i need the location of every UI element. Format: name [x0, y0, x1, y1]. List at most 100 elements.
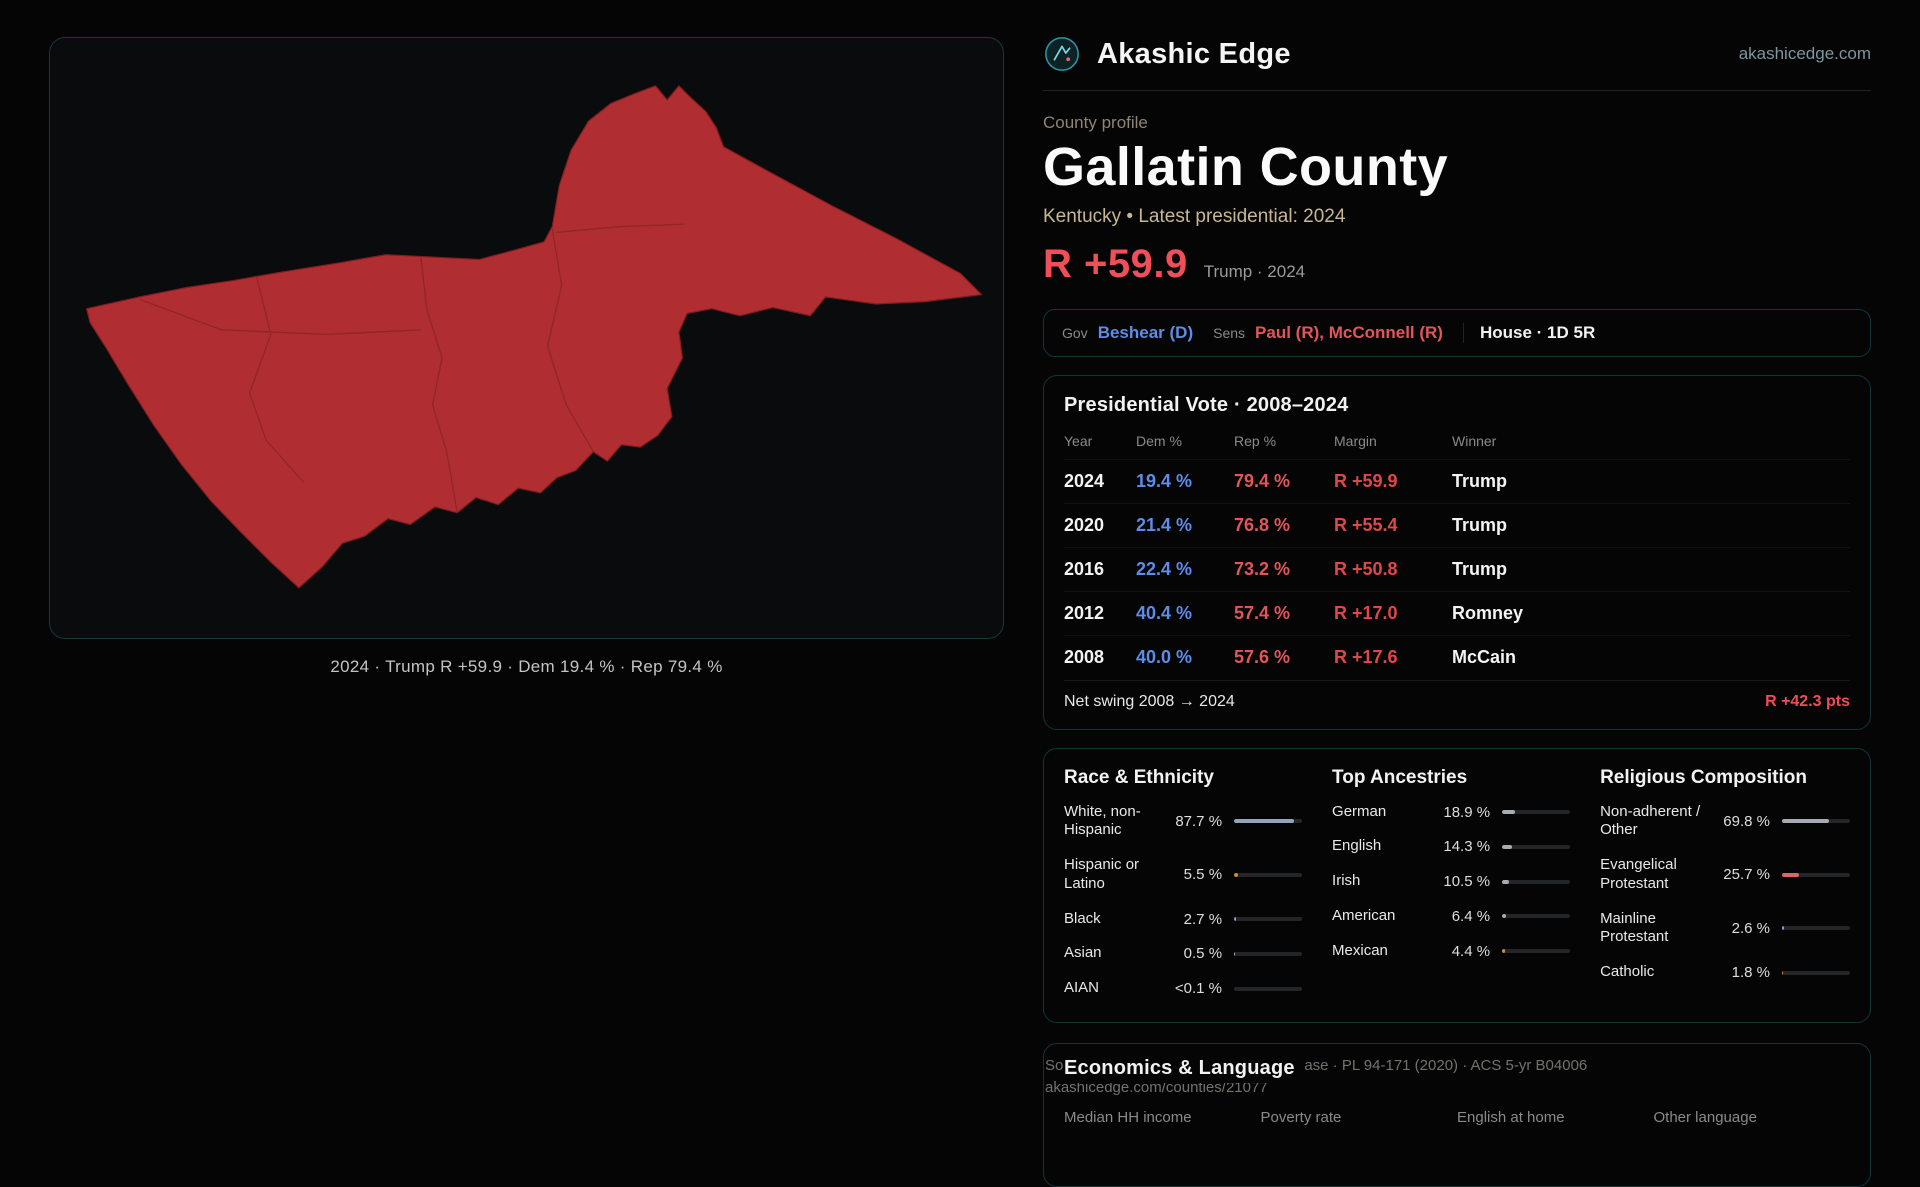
race-title: Race & Ethnicity	[1064, 766, 1214, 788]
brand-domain-link[interactable]: akashicedge.com	[1738, 44, 1871, 63]
stat-label: Mexican	[1332, 941, 1388, 959]
stat-row: Mexican 4.4 %	[1332, 934, 1571, 969]
margin: R +17.6	[1334, 646, 1398, 667]
net-swing-label: Net swing 2008 → 2024	[1064, 692, 1235, 710]
page-title: Gallatin County	[1043, 137, 1449, 197]
stat-bar	[1782, 970, 1850, 975]
stat-bar	[1782, 819, 1850, 824]
stat-value: 5.5 %	[1183, 866, 1223, 884]
stat-label: White, non-Hispanic	[1064, 802, 1141, 839]
col-year: Year	[1064, 432, 1093, 449]
stat-bar	[1234, 819, 1303, 824]
stat-value: 1.8 %	[1731, 964, 1770, 982]
header: Akashic Edge akashicedge.com	[1043, 30, 1871, 78]
gov-value: Beshear (D)	[1097, 322, 1194, 342]
margin: R +17.0	[1334, 602, 1398, 623]
year: 2024	[1064, 470, 1105, 491]
col-other-language: Other language	[1653, 1108, 1757, 1126]
brand-logo-icon	[1045, 37, 1079, 71]
sens-label: Sens	[1213, 324, 1246, 341]
stat-label: Non-adherent / Other	[1600, 802, 1701, 839]
col-poverty-rate: Poverty rate	[1260, 1108, 1342, 1126]
presidential-vote-card: Presidential Vote · 2008–2024 Year Dem %…	[1043, 374, 1871, 730]
stat-label: American	[1332, 906, 1396, 924]
col-dem: Dem %	[1136, 432, 1182, 449]
stat-label: Catholic	[1600, 963, 1655, 981]
header-divider	[1043, 90, 1871, 91]
county-shape	[85, 84, 983, 589]
officials-strip: Gov Beshear (D) Sens Paul (R), McConnell…	[1043, 308, 1871, 357]
margin: R +59.9	[1334, 470, 1398, 491]
stat-label: German	[1332, 802, 1387, 820]
stat-label: Evangelical Protestant	[1600, 856, 1677, 892]
ancestry-title: Top Ancestries	[1332, 766, 1468, 788]
brand-name: Akashic Edge	[1097, 37, 1291, 70]
stat-row: Hispanic or Latino 5.5 %	[1064, 848, 1303, 902]
stat-row: English 14.3 %	[1332, 829, 1571, 864]
dem-pct: 22.4 %	[1136, 558, 1193, 579]
economics-section: Sources: Akashic Edge elections database…	[1043, 1042, 1871, 1187]
margin-context: Trump · 2024	[1203, 261, 1306, 281]
dem-pct: 40.0 %	[1136, 646, 1193, 667]
stat-value: 87.7 %	[1175, 812, 1223, 830]
winner: Trump	[1452, 514, 1508, 535]
rep-pct: 57.4 %	[1234, 602, 1291, 623]
stat-row: Mainline Protestant 2.6 %	[1600, 902, 1850, 956]
county-map	[85, 84, 983, 589]
stat-label: Black	[1064, 909, 1101, 927]
net-swing-row: Net swing 2008 → 2024 R +42.3 pts	[1064, 679, 1850, 717]
religion-title: Religious Composition	[1600, 766, 1807, 788]
stat-bar	[1502, 810, 1571, 815]
race-column: Race & Ethnicity White, non-Hispanic 87.…	[1064, 766, 1303, 1006]
economics-table-header: Median HH income Poverty rate English at…	[1064, 1109, 1850, 1126]
col-english-home: English at home	[1457, 1108, 1565, 1126]
sens-value: Paul (R), McConnell (R)	[1255, 322, 1443, 342]
col-margin: Margin	[1334, 432, 1377, 449]
winner: McCain	[1452, 646, 1517, 667]
stat-row: German 18.9 %	[1332, 795, 1571, 830]
stat-bar	[1782, 926, 1850, 931]
col-winner: Winner	[1452, 432, 1497, 449]
stat-bar	[1782, 872, 1850, 877]
rep-pct: 57.6 %	[1234, 646, 1291, 667]
stat-value: 2.6 %	[1731, 919, 1770, 937]
stat-label: AIAN	[1064, 979, 1100, 997]
stat-row: Asian 0.5 %	[1064, 936, 1303, 971]
winner: Trump	[1452, 470, 1508, 491]
winner: Romney	[1452, 602, 1524, 623]
stat-value: 10.5 %	[1443, 873, 1491, 891]
stat-label: Mainline Protestant	[1600, 909, 1669, 946]
dem-pct: 19.4 %	[1136, 470, 1193, 491]
rep-pct: 76.8 %	[1234, 514, 1291, 535]
table-row: 2008 40.0 % 57.6 % R +17.6 McCain	[1064, 634, 1850, 679]
col-median-income: Median HH income	[1064, 1108, 1192, 1126]
stat-row: AIAN <0.1 %	[1064, 971, 1303, 1006]
col-rep: Rep %	[1234, 432, 1277, 449]
margin: R +55.4	[1334, 514, 1398, 535]
stat-value: 14.3 %	[1443, 838, 1491, 856]
stat-value: <0.1 %	[1174, 980, 1223, 998]
stat-bar	[1502, 949, 1571, 954]
stat-bar	[1502, 844, 1571, 849]
net-swing-value: R +42.3 pts	[1765, 692, 1850, 710]
county-map-panel	[49, 37, 1004, 639]
map-column: 2024 · Trump R +59.9 · Dem 19.4 % · Rep …	[49, 37, 1004, 1187]
rep-pct: 79.4 %	[1234, 470, 1291, 491]
subtitle: Kentucky • Latest presidential: 2024	[1043, 205, 1346, 227]
table-row: 2012 40.4 % 57.4 % R +17.0 Romney	[1064, 590, 1850, 635]
stat-row: Non-adherent / Other 69.8 %	[1600, 795, 1850, 849]
pres-table-header: Year Dem % Rep % Margin Winner	[1064, 425, 1850, 459]
stat-label: Asian	[1064, 944, 1102, 962]
year: 2016	[1064, 558, 1105, 579]
table-row: 2020 21.4 % 76.8 % R +55.4 Trump	[1064, 502, 1850, 547]
economics-card: Economics & Language Median HH income Po…	[1043, 1042, 1871, 1187]
stat-bar	[1234, 951, 1303, 956]
year: 2020	[1064, 514, 1105, 535]
religion-column: Religious Composition Non-adherent / Oth…	[1600, 767, 1850, 1006]
stat-row: White, non-Hispanic 87.7 %	[1064, 795, 1303, 849]
stat-value: 4.4 %	[1451, 942, 1491, 960]
stat-row: Irish 10.5 %	[1332, 864, 1571, 899]
map-caption: 2024 · Trump R +59.9 · Dem 19.4 % · Rep …	[330, 657, 723, 676]
stat-value: 0.5 %	[1183, 945, 1223, 963]
